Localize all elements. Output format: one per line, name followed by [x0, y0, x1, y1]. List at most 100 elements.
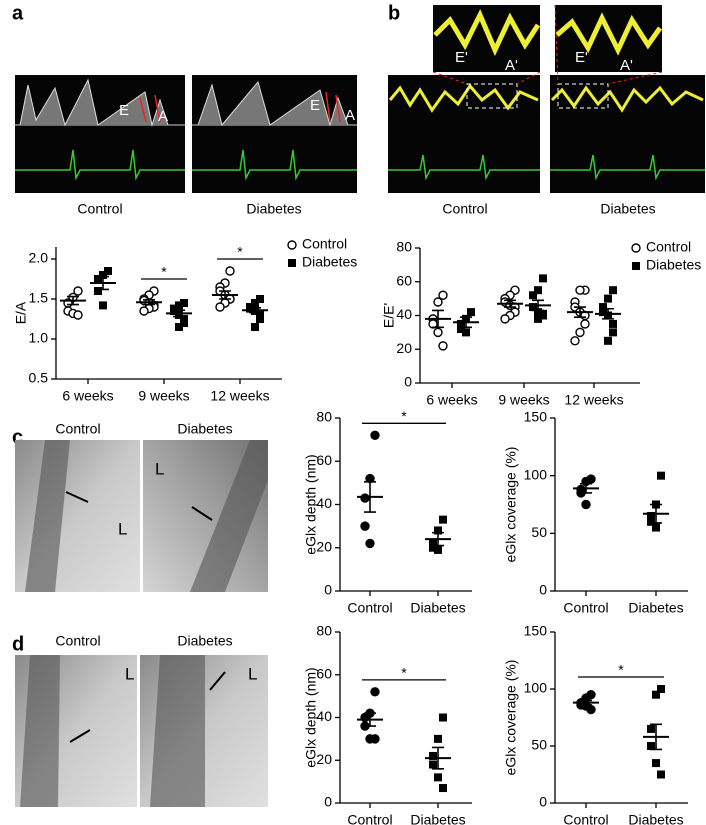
vessel-wall	[20, 655, 60, 807]
wave-label: A'	[620, 57, 633, 74]
data-point	[457, 319, 465, 328]
x-tick-label: 12 weeks	[564, 392, 623, 408]
y-tick-label: 50	[531, 524, 547, 540]
data-point	[175, 301, 183, 310]
vessel-wall	[190, 440, 268, 592]
y-tick-label: 40	[316, 495, 332, 511]
wave-label: E'	[455, 49, 468, 66]
echo-image	[550, 75, 705, 193]
data-point	[73, 310, 83, 320]
data-point	[534, 308, 542, 317]
ecg-trace	[15, 149, 357, 181]
y-tick-label: 80	[316, 623, 332, 639]
y-tick-label: 40	[396, 306, 412, 322]
y-axis-label: eGlx depth (nm)	[303, 667, 319, 767]
y-tick-label: 80	[396, 239, 412, 255]
data-point	[99, 301, 107, 310]
data-point	[288, 259, 296, 267]
data-point	[586, 704, 596, 715]
data-point	[647, 742, 655, 750]
data-point	[647, 724, 655, 733]
data-point	[433, 327, 443, 338]
sem-bar	[364, 480, 376, 513]
image-label: Control	[442, 201, 487, 217]
y-tick-label: 1.5	[29, 290, 49, 306]
y-tick-label: 60	[396, 272, 412, 288]
data-point	[438, 290, 448, 300]
data-point	[575, 285, 585, 295]
data-point	[539, 311, 547, 320]
wave-label: A	[158, 108, 168, 125]
sem-bar	[249, 307, 261, 314]
data-point	[73, 286, 83, 296]
tem-images: L L Control Diabetes	[15, 421, 268, 592]
panel-letter: a	[12, 2, 24, 24]
data-point	[657, 685, 665, 693]
image-label: Diabetes	[177, 421, 232, 437]
image-label: Diabetes	[246, 201, 301, 217]
data-point	[575, 327, 585, 338]
y-axis-label: eGlx coverage (%)	[503, 447, 519, 563]
wave-label: A	[345, 107, 355, 124]
data-point	[434, 734, 442, 743]
ecg-trace	[388, 154, 705, 181]
y-tick-label: 40	[316, 708, 332, 724]
data-point	[529, 303, 537, 312]
x-tick-label: 12 weeks	[210, 388, 269, 404]
y-tick-label: 1.0	[29, 330, 49, 346]
data-point	[370, 734, 380, 744]
arrow	[69, 671, 226, 743]
data-point	[287, 240, 297, 250]
doppler-trace	[19, 78, 169, 127]
data-point	[652, 759, 660, 768]
y-tick-label: 0	[324, 582, 332, 598]
data-point	[439, 784, 447, 793]
tissue-trace	[433, 9, 663, 57]
lumen-label: L	[125, 664, 134, 683]
y-tick-label: 0	[539, 794, 547, 810]
data-point	[139, 306, 149, 316]
image-label: Control	[77, 201, 122, 217]
data-point	[657, 770, 665, 779]
vessel-wall	[150, 655, 205, 807]
x-tick-label: 6 weeks	[426, 392, 477, 408]
y-tick-label: 20	[316, 751, 332, 767]
wave-label: E	[119, 102, 129, 119]
y-axis-label: E/E'	[381, 303, 397, 328]
data-point	[429, 751, 437, 760]
data-point	[215, 302, 225, 312]
data-point	[581, 499, 591, 510]
sem-bar	[602, 307, 614, 320]
lumen-label: L	[248, 664, 257, 683]
data-point	[251, 323, 259, 331]
sem-bar	[67, 295, 79, 306]
sem-bar	[432, 746, 444, 770]
significance-label: *	[401, 408, 407, 424]
data-point	[175, 323, 183, 331]
image-label: Diabetes	[177, 633, 232, 649]
sem-bar	[460, 316, 472, 329]
y-tick-label: 20	[396, 340, 412, 356]
x-tick-label: Control	[563, 600, 608, 616]
significance-label: *	[618, 662, 624, 678]
data-point	[360, 493, 370, 503]
significance-label: *	[237, 244, 243, 260]
x-tick-label: 9 weeks	[498, 392, 549, 408]
sem-bar	[219, 290, 231, 300]
tissue-doppler-images: E' A' E' A' Control Diabetes	[388, 4, 705, 217]
peak-marker	[139, 91, 341, 123]
legend-label: Diabetes	[646, 257, 701, 273]
lumen-label: L	[155, 459, 164, 478]
data-point	[657, 471, 665, 480]
y-tick-label: 20	[316, 538, 332, 554]
image-label: Control	[55, 633, 100, 649]
data-point	[434, 526, 442, 535]
x-tick-label: 6 weeks	[62, 388, 113, 404]
sem-bar	[574, 306, 586, 318]
y-tick-label: 2.0	[29, 250, 49, 266]
sem-bar	[650, 503, 662, 524]
data-point	[429, 760, 437, 769]
x-tick-label: Diabetes	[410, 600, 465, 616]
data-point	[429, 539, 437, 548]
